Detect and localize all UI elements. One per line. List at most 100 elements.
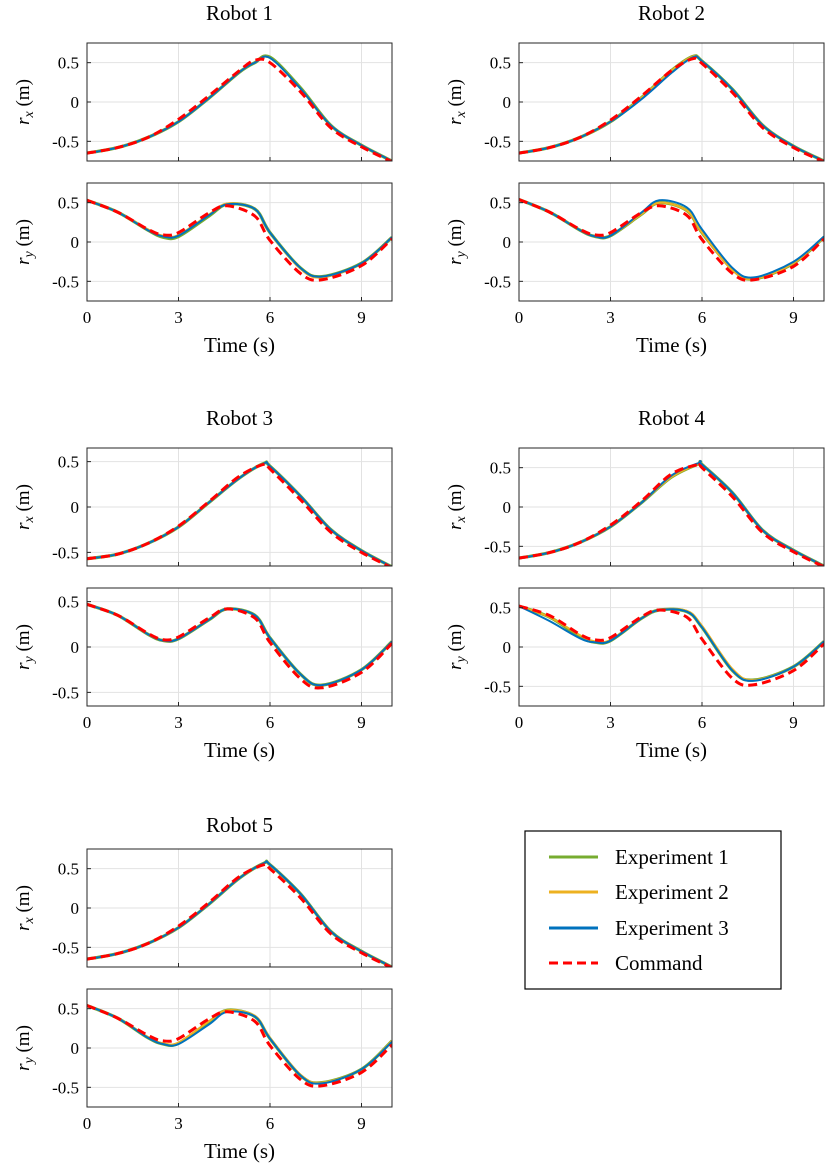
y-axis-label: rx (m)	[13, 484, 37, 530]
series-group	[87, 1004, 392, 1088]
series-line-command	[519, 462, 824, 566]
y-tick-label: 0	[71, 233, 80, 252]
y-tick-label: 0.5	[58, 1000, 79, 1019]
panel-title: Robot 3	[206, 406, 273, 430]
x-tick-label: 0	[515, 713, 524, 732]
y-tick-label: -0.5	[52, 1078, 79, 1097]
panel-robot-1: Robot 10.50-0.5rx (m)0.50-0.50 3 6 9ry (m)T…	[13, 1, 393, 357]
series-group	[519, 54, 824, 161]
x-tick-label: 9	[357, 1114, 366, 1133]
x-tick-label: 3	[606, 713, 615, 732]
x-tick-label: 3	[174, 308, 183, 327]
y-axis-label: ry (m)	[445, 624, 469, 670]
panel-title: Robot 5	[206, 813, 273, 837]
series-group	[87, 198, 392, 282]
series-group	[87, 602, 392, 690]
series-line-command	[87, 862, 392, 967]
y-axis-label: rx (m)	[13, 885, 37, 931]
x-tick-label: 0	[83, 713, 92, 732]
series-group	[87, 859, 392, 967]
x-tick-label: 9	[357, 308, 366, 327]
x-tick-label: 6	[266, 713, 275, 732]
series-group	[519, 459, 824, 566]
y-tick-label: 0	[71, 498, 80, 517]
y-tick-label: 0.5	[490, 194, 511, 213]
series-line-experiment-3	[87, 199, 392, 278]
axes-rx: 0.5 0 -0.5 rx (m)	[13, 447, 393, 567]
axes-rx: 0.5 0 -0.5 rx (m)	[445, 42, 825, 162]
y-tick-label: -0.5	[484, 272, 511, 291]
panel-title: Robot 2	[638, 1, 705, 25]
axes-rx: 0.5 0 -0.5 rx (m)	[13, 42, 393, 162]
y-tick-label: 0.5	[58, 194, 79, 213]
y-tick-label: 0	[71, 899, 80, 918]
x-tick-label: 6	[698, 308, 707, 327]
y-tick-label: -0.5	[484, 132, 511, 151]
series-line-command	[87, 57, 392, 161]
y-tick-label: 0.5	[58, 453, 79, 472]
series-line-command	[87, 462, 392, 566]
axes-rx: 0.5 0 -0.5 rx (m)	[445, 447, 825, 567]
panel-robot-5: Robot 50.50-0.5rx (m)0.50-0.50 3 6 9ry (m)T…	[13, 813, 393, 1163]
y-tick-label: -0.5	[484, 677, 511, 696]
x-axis-label: Time (s)	[636, 738, 707, 762]
y-tick-label: 0	[503, 638, 512, 657]
x-tick-label: 0	[83, 1114, 92, 1133]
y-tick-label: 0.5	[58, 593, 79, 612]
y-axis-label: rx (m)	[13, 79, 37, 125]
panel-title: Robot 4	[638, 406, 706, 430]
series-line-command	[87, 1004, 392, 1088]
panel-robot-2: Robot 20.50-0.5rx (m)0.50-0.50 3 6 9ry (m)T…	[445, 1, 825, 357]
y-tick-label: 0	[503, 93, 512, 112]
series-line-command	[87, 198, 392, 282]
legend-label-experiment-1: Experiment 1	[615, 845, 729, 869]
x-tick-label: 9	[789, 713, 798, 732]
y-tick-label: 0	[71, 1039, 80, 1058]
series-line-command	[87, 602, 392, 690]
y-tick-label: 0	[503, 233, 512, 252]
axes-ry: 0.50-0.50 3 6 9ry (m)	[445, 587, 825, 732]
axes-ry: 0.50-0.50 3 6 9ry (m)	[13, 182, 393, 327]
y-tick-label: 0.5	[58, 54, 79, 73]
y-tick-label: -0.5	[484, 537, 511, 556]
x-tick-label: 3	[174, 713, 183, 732]
panel-title: Robot 1	[206, 1, 273, 25]
x-tick-label: 9	[357, 713, 366, 732]
series-group	[87, 460, 392, 566]
x-tick-label: 9	[789, 308, 798, 327]
axes-ry: 0.50-0.50 3 6 9ry (m)	[13, 988, 393, 1133]
x-tick-label: 0	[515, 308, 524, 327]
axes-rx: 0.5 0 -0.5 rx (m)	[13, 848, 393, 968]
x-tick-label: 0	[83, 308, 92, 327]
y-tick-label: 0	[71, 638, 80, 657]
series-line-command	[519, 56, 824, 161]
y-tick-label: 0.5	[490, 459, 511, 478]
y-axis-label: rx (m)	[445, 484, 469, 530]
panel-robot-4: Robot 40.50-0.5rx (m)0.50-0.50 3 6 9ry (m)T…	[445, 406, 825, 762]
y-tick-label: 0.5	[490, 54, 511, 73]
series-group	[519, 198, 824, 282]
robot-panels: Robot 10.50-0.5rx (m)0.50-0.50 3 6 9ry (m)T…	[13, 1, 825, 1163]
y-tick-label: -0.5	[52, 683, 79, 702]
legend-label-experiment-2: Experiment 2	[615, 880, 729, 904]
x-axis-label: Time (s)	[636, 333, 707, 357]
x-tick-label: 6	[698, 713, 707, 732]
x-tick-label: 3	[174, 1114, 183, 1133]
axes-ry: 0.50-0.50 3 6 9ry (m)	[13, 587, 393, 732]
legend-label-command: Command	[615, 951, 703, 975]
panel-robot-3: Robot 30.50-0.5rx (m)0.50-0.50 3 6 9ry (m)T…	[13, 406, 393, 762]
x-axis-label: Time (s)	[204, 738, 275, 762]
legend-label-experiment-3: Experiment 3	[615, 916, 729, 940]
y-tick-label: 0	[71, 93, 80, 112]
series-line-experiment-3	[519, 198, 824, 279]
y-axis-label: rx (m)	[445, 79, 469, 125]
x-tick-label: 6	[266, 1114, 275, 1133]
x-axis-label: Time (s)	[204, 333, 275, 357]
y-tick-label: -0.5	[52, 543, 79, 562]
y-axis-label: ry (m)	[445, 219, 469, 265]
series-line-command	[519, 604, 824, 687]
y-axis-label: ry (m)	[13, 219, 37, 265]
x-tick-label: 6	[266, 308, 275, 327]
x-axis-label: Time (s)	[204, 1139, 275, 1163]
